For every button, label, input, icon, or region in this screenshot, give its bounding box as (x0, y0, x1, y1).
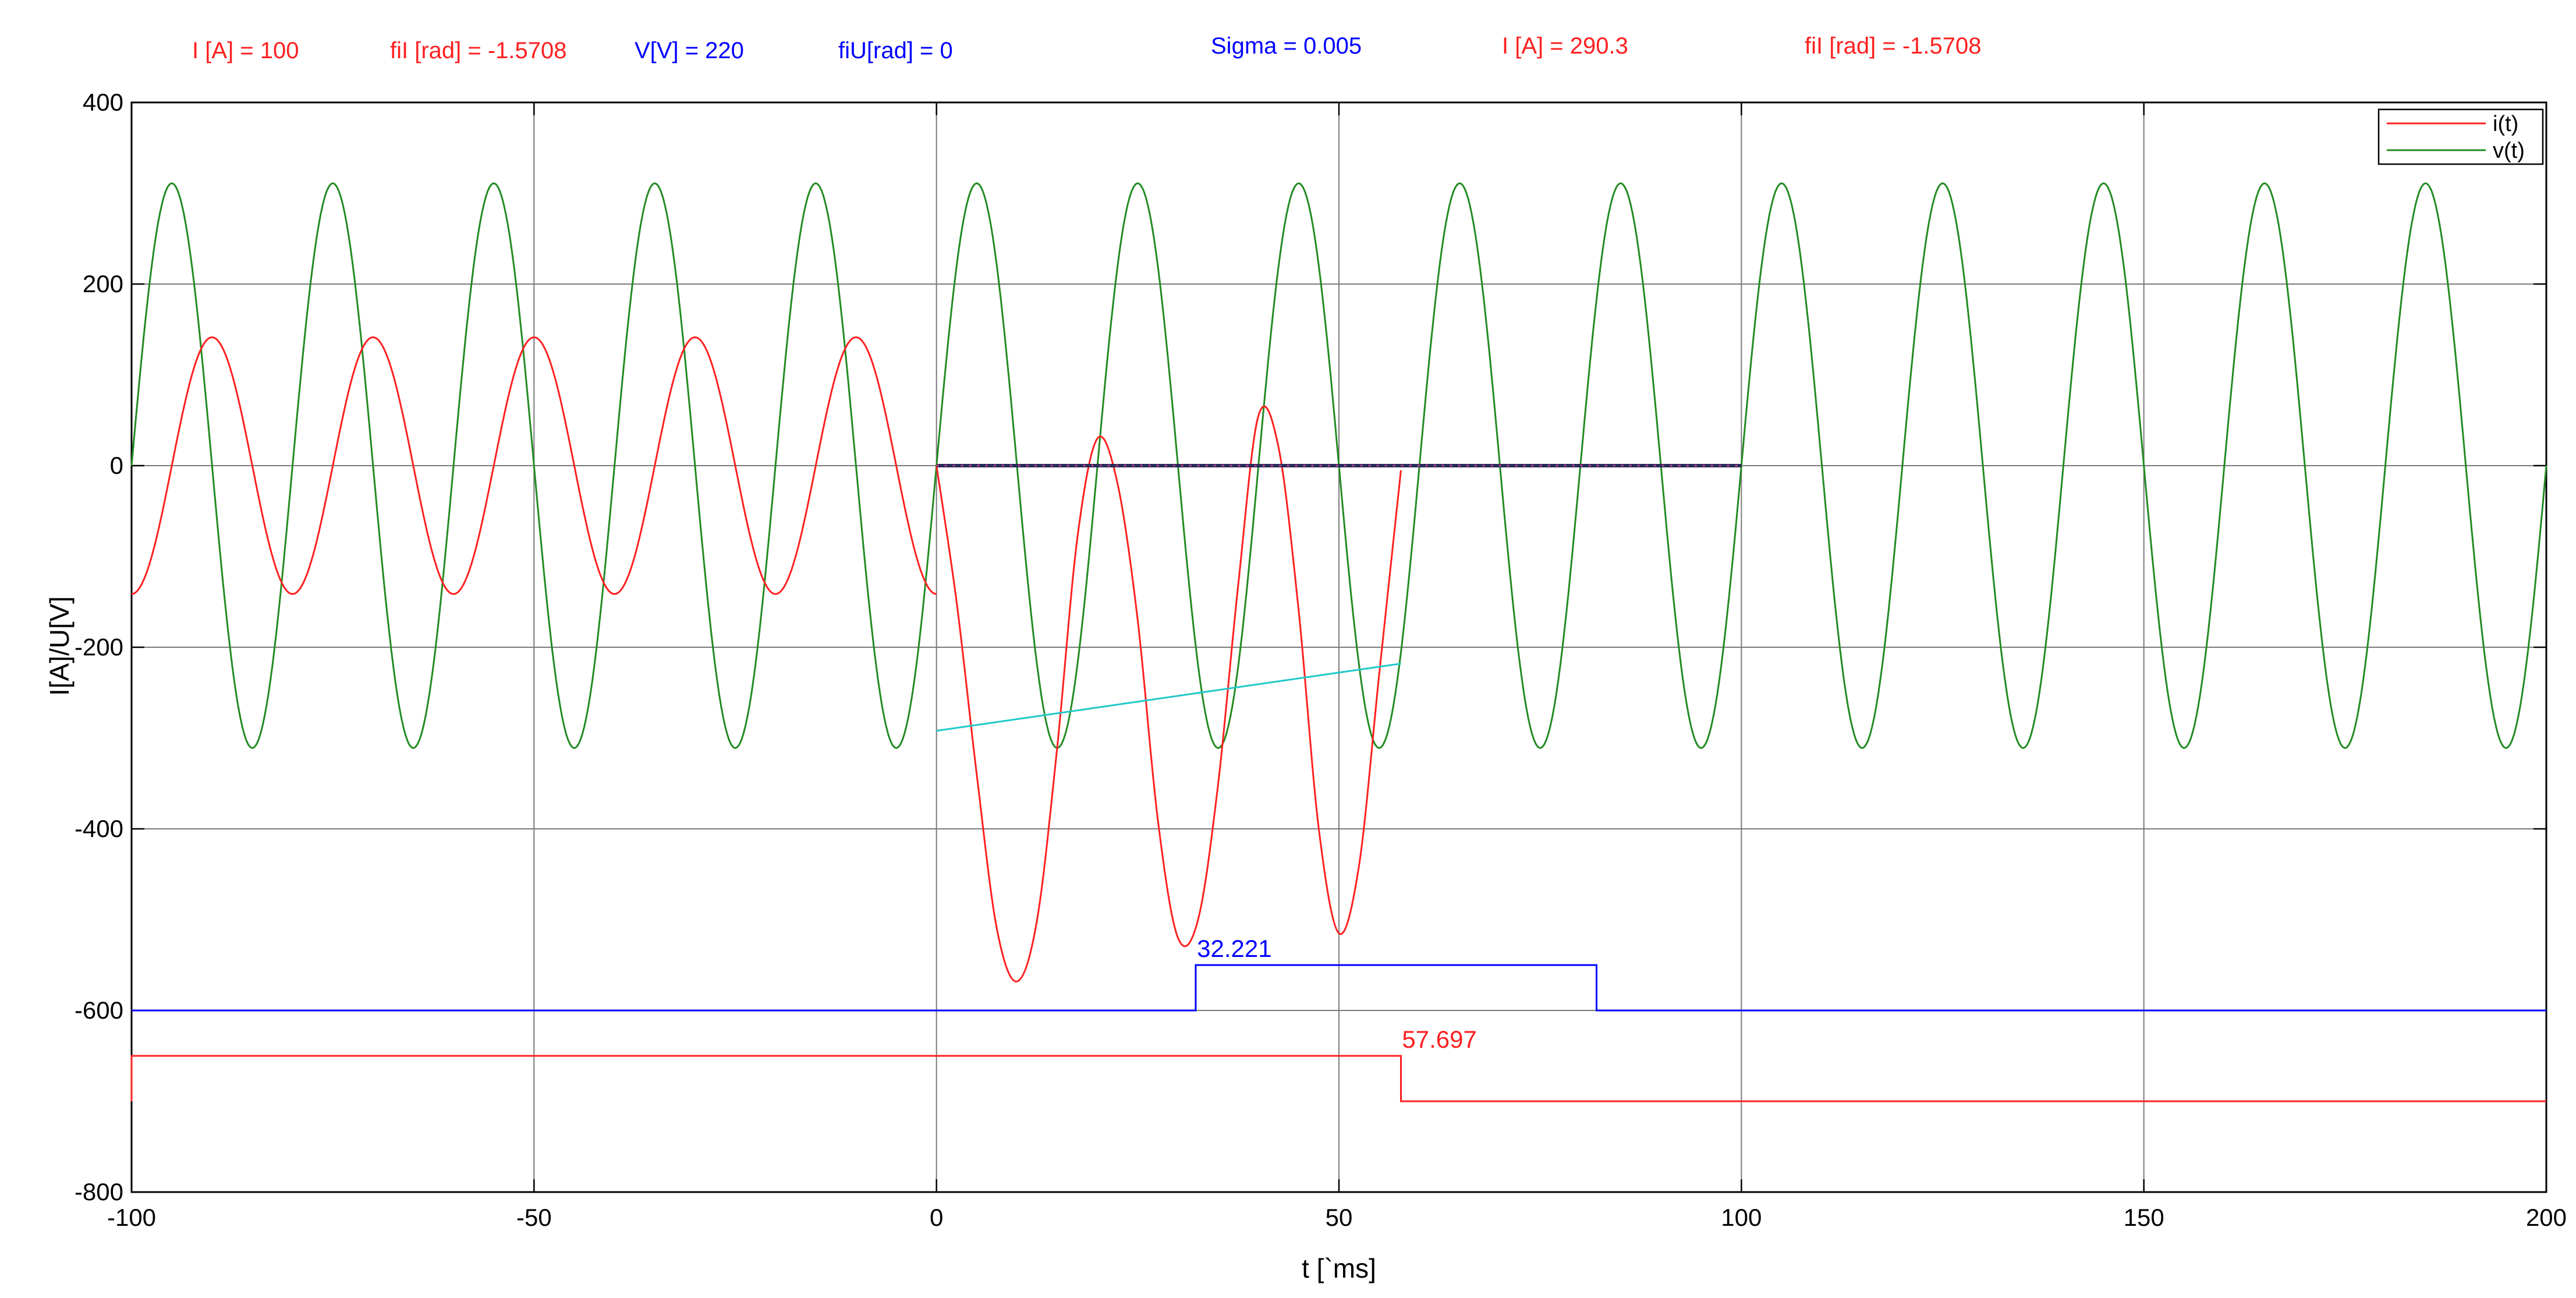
header-sigma: Sigma = 0.005 (1211, 33, 1362, 59)
x-tick-label-2: 0 (930, 1204, 943, 1231)
y-tick-label-2: 0 (110, 452, 123, 479)
y-tick-label-5: -600 (75, 996, 123, 1024)
x-tick-label-5: 150 (2124, 1204, 2164, 1231)
series-current-transient (936, 405, 1402, 983)
header-i-amp2: I [A] = 290.3 (1502, 33, 1628, 59)
annotation-0: 32.221 (1197, 935, 1271, 962)
y-tick-label-3: -200 (75, 633, 123, 661)
x-axis-label: t [`ms] (1302, 1253, 1376, 1283)
y-axis-label: I[A]/U[V] (44, 596, 75, 696)
legend-box (2377, 108, 2544, 165)
header-v-volt: V[V] = 220 (635, 38, 744, 63)
series-current (131, 336, 937, 595)
y-tick-label-1: 200 (83, 270, 123, 297)
annotations: 32.221 57.697 (1197, 935, 1477, 1053)
header-i-amp: I [A] = 100 (192, 38, 299, 63)
series-red-step (130, 1055, 2546, 1102)
series-blue-step (132, 964, 2546, 1012)
header-phi-u: fiU[rad] = 0 (838, 38, 953, 63)
series-cyan-line (936, 662, 1401, 732)
header-phi-i2: fiI [rad] = -1.5708 (1805, 33, 1982, 59)
y-tick-label-6: -800 (75, 1178, 123, 1205)
header-phi-i: fiI [rad] = -1.5708 (390, 38, 567, 63)
series-layer (130, 182, 2547, 1102)
x-tick-label-0: -100 (107, 1204, 156, 1231)
x-tick-label-3: 50 (1326, 1204, 1353, 1231)
legend: i(t) v(t) (2377, 108, 2544, 165)
legend-label-current: i(t) (2493, 112, 2518, 136)
x-tick-label-6: 200 (2526, 1204, 2567, 1231)
y-axis-ticks: 400 200 0 -200 -400 -600 -800 (75, 88, 2546, 1205)
y-tick-label-0: 400 (83, 88, 123, 116)
x-tick-label-1: -50 (516, 1204, 552, 1231)
y-tick-label-4: -400 (75, 815, 123, 842)
x-tick-label-4: 100 (1721, 1204, 1762, 1231)
annotation-1: 57.697 (1402, 1026, 1476, 1053)
legend-label-voltage: v(t) (2493, 139, 2525, 163)
x-axis-ticks: -100 -50 0 50 100 150 200 (107, 102, 2567, 1231)
